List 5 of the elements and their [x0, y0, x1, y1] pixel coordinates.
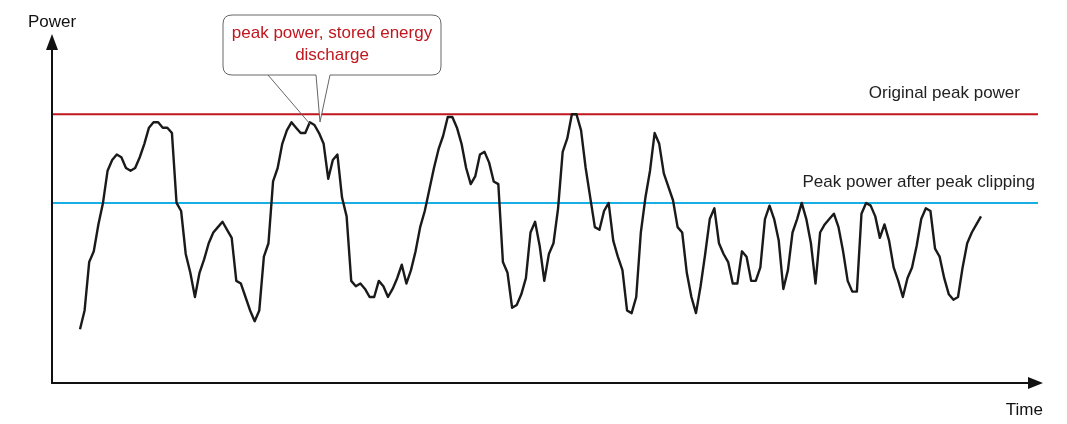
ref-line-label: Peak power after peak clipping — [802, 171, 1035, 191]
ref-line-label: Original peak power — [868, 83, 1021, 103]
y-axis-title: Power — [28, 12, 77, 32]
text: peak power, stored energy discharge — [230, 22, 434, 66]
x-axis-title: Time — [1005, 400, 1043, 420]
